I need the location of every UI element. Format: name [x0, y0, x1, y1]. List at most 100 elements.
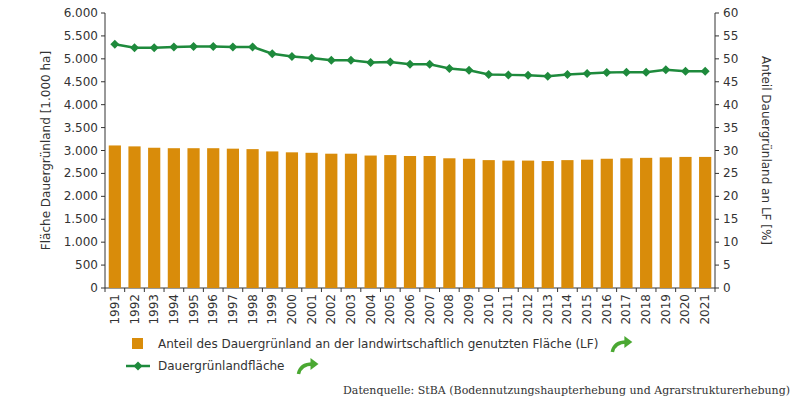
- marker: [327, 56, 336, 65]
- marker: [524, 71, 533, 80]
- x-tick: [439, 288, 440, 292]
- bar: [601, 159, 613, 288]
- x-tick-label: 2001: [305, 294, 319, 325]
- x-tick: [518, 288, 519, 292]
- x-tick: [596, 288, 597, 292]
- legend-swatch: [134, 362, 143, 371]
- y2-tick: [715, 58, 719, 59]
- x-tick: [223, 288, 224, 292]
- marker: [268, 49, 277, 58]
- x-tick-label: 2002: [324, 294, 338, 325]
- x-tick: [419, 288, 420, 292]
- y2-tick-label: 60: [723, 6, 738, 20]
- x-tick: [282, 288, 283, 292]
- bar: [148, 148, 160, 288]
- x-tick-label: 2006: [403, 294, 417, 325]
- bar: [227, 149, 239, 288]
- y-tick-label: 1.500: [64, 212, 98, 226]
- marker: [622, 68, 631, 77]
- y2-tick: [715, 104, 719, 105]
- y-tick: [101, 219, 105, 220]
- x-tick-label: 2007: [423, 294, 437, 325]
- arrow-head: [310, 358, 318, 370]
- y-tick-label: 2.500: [64, 166, 98, 180]
- x-tick-label: 2013: [541, 294, 555, 325]
- x-tick-label: 2003: [344, 294, 358, 325]
- legend: Anteil des Dauergrünland an der landwirt…: [126, 336, 632, 374]
- y-tick-label: 1.000: [64, 235, 98, 249]
- bar: [542, 161, 554, 288]
- y2-tick-label: 30: [723, 144, 738, 158]
- y-tick: [101, 265, 105, 266]
- x-tick-label: 2017: [619, 294, 633, 325]
- x-tick-label: 2009: [462, 294, 476, 325]
- y2-tick: [715, 265, 719, 266]
- y2-tick: [715, 288, 719, 289]
- y2-tick-label: 25: [723, 166, 738, 180]
- x-tick: [380, 288, 381, 292]
- x-tick-label: 2004: [364, 294, 378, 325]
- y-tick-label: 6.000: [64, 6, 98, 20]
- marker: [386, 58, 395, 67]
- x-tick-label: 2019: [659, 294, 673, 325]
- legend-swatch: [132, 338, 143, 349]
- x-tick-label: 2005: [383, 294, 397, 325]
- marker: [445, 64, 454, 73]
- x-tick: [400, 288, 401, 292]
- y2-tick: [715, 196, 719, 197]
- marker: [209, 42, 218, 51]
- marker: [248, 42, 257, 51]
- bar: [345, 154, 357, 288]
- bar: [620, 158, 632, 288]
- x-tick: [341, 288, 342, 292]
- y2-tick: [715, 242, 719, 243]
- x-tick-label: 2011: [501, 294, 515, 325]
- marker: [484, 70, 493, 79]
- bar: [207, 148, 219, 288]
- x-tick: [301, 288, 302, 292]
- marker: [110, 40, 119, 49]
- y2-tick-label: 40: [723, 98, 738, 112]
- marker: [701, 67, 710, 76]
- x-tick-label: 2016: [600, 294, 614, 325]
- x-tick: [164, 288, 165, 292]
- x-tick-label: 2008: [442, 294, 456, 325]
- y-axis-title: Fläche Dauergrünland [1.000 ha]: [39, 51, 53, 250]
- marker: [642, 68, 651, 77]
- y2-tick: [715, 127, 719, 128]
- y-tick-label: 0: [90, 281, 98, 295]
- x-tick-label: 2015: [580, 294, 594, 325]
- marker: [130, 43, 139, 52]
- x-tick: [144, 288, 145, 292]
- x-tick-label: 1996: [206, 294, 220, 325]
- y-tick-label: 2.000: [64, 189, 98, 203]
- bar: [384, 155, 396, 288]
- legend-label: Anteil des Dauergrünland an der landwirt…: [158, 337, 598, 351]
- x-tick-label: 2020: [678, 294, 692, 325]
- y-tick-label: 5.000: [64, 52, 98, 66]
- x-tick-label: 1998: [246, 294, 260, 325]
- source: Datenquelle: StBA (Bodennutzungshaupterh…: [343, 384, 790, 397]
- marker: [307, 53, 316, 62]
- y2-tick-label: 5: [723, 258, 731, 272]
- y-tick: [101, 288, 105, 289]
- bar: [128, 146, 140, 288]
- x-tick-label: 1992: [128, 294, 142, 325]
- marker: [465, 66, 474, 75]
- bar: [443, 158, 455, 288]
- x-tick-label: 2021: [698, 294, 712, 325]
- x-tick: [242, 288, 243, 292]
- x-tick-label: 2014: [560, 294, 574, 325]
- x-tick-label: 2018: [639, 294, 653, 325]
- marker: [189, 42, 198, 51]
- x-tick-label: 1999: [265, 294, 279, 325]
- marker: [406, 60, 415, 69]
- bar: [246, 149, 258, 288]
- y-tick: [101, 81, 105, 82]
- bar: [306, 153, 318, 288]
- x-tick: [577, 288, 578, 292]
- x-tick: [557, 288, 558, 292]
- y2-tick: [715, 35, 719, 36]
- y2-tick-label: 0: [723, 281, 731, 295]
- legend-icon: [298, 358, 318, 374]
